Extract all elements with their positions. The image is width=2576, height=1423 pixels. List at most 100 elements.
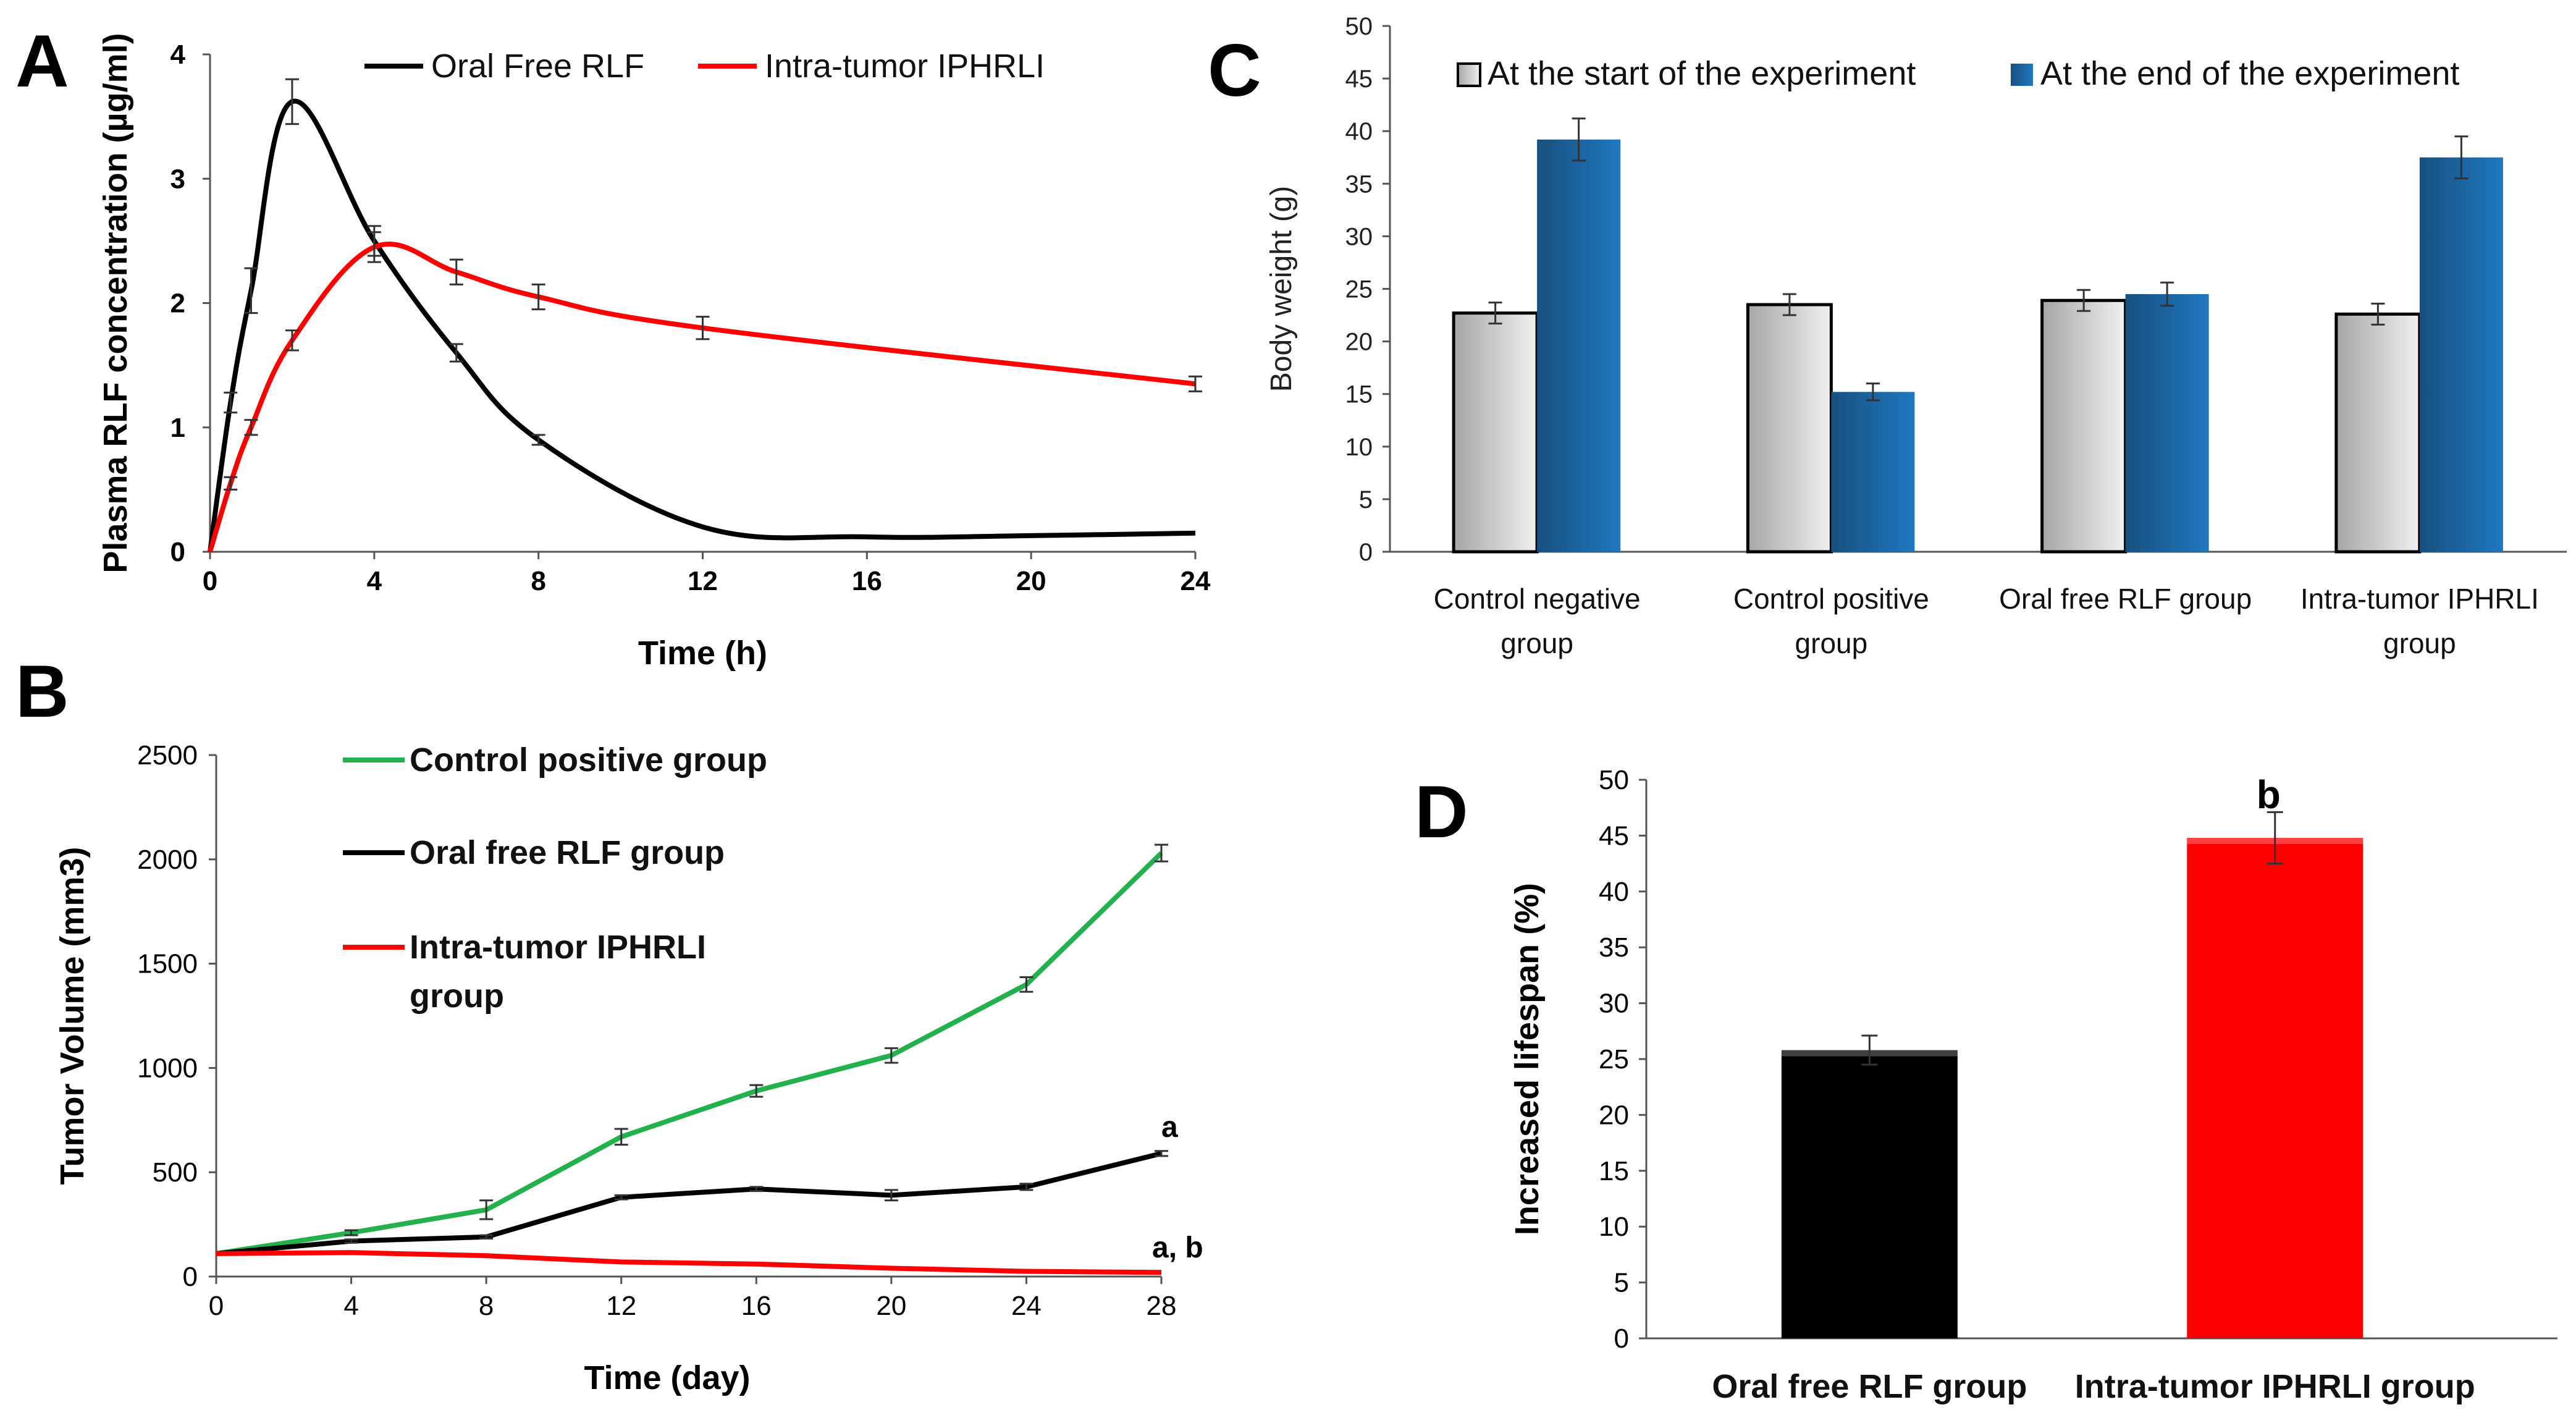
- panel-c-legend-swatch: [2011, 64, 2033, 86]
- panel-a-label: A: [15, 20, 69, 103]
- panel-c-bar: [2334, 312, 2422, 554]
- panel-d-bar: [1781, 1050, 1958, 1338]
- panel-b-legend-label: Intra-tumor IPHRLI: [410, 929, 706, 966]
- panel-c-bar: [2040, 298, 2128, 554]
- panel-c-category-label: Intra-tumor IPHRLI: [2300, 583, 2539, 615]
- panel-c-bar: [1831, 392, 1915, 552]
- panel-b-x-tick-label: 8: [479, 1291, 494, 1321]
- panel-c-y-tick-label: 0: [1359, 539, 1373, 566]
- panel-b-legend-label-line2: group: [410, 978, 504, 1015]
- panel-b-x-tick-label: 20: [876, 1291, 906, 1321]
- panel-c-y-tick-label: 20: [1345, 329, 1373, 356]
- panel-b-series-line: [216, 851, 1163, 1256]
- panel-c-y-tick-label: 50: [1345, 13, 1373, 40]
- panel-b-series: [216, 1250, 1162, 1275]
- panel-c-y-tick-label: 15: [1345, 381, 1373, 408]
- panel-d-y-tick-label: 25: [1599, 1044, 1629, 1075]
- panel-d-y-tick-label: 15: [1599, 1156, 1629, 1186]
- panel-b-y-tick-label: 1500: [137, 949, 198, 979]
- panel-b-x-axis-title: Time (day): [584, 1359, 750, 1396]
- panel-a-legend-label: Intra-tumor IPHRLI: [765, 48, 1045, 85]
- panel-d-y-tick-label: 30: [1599, 989, 1629, 1019]
- panel-b-x-tick-label: 12: [606, 1291, 636, 1321]
- panel-c-y-tick-label: 25: [1345, 276, 1373, 303]
- panel-b: B 0 500 1000 1500 2000 2500 0 4 8 12 16 20 24 28 Time (…: [15, 650, 1203, 1396]
- panel-b-annotation-ab: a, b: [1152, 1231, 1203, 1264]
- panel-c-category-label: group: [1795, 627, 1868, 659]
- panel-b-x-tick-label: 4: [343, 1291, 358, 1321]
- panel-a-x-tick-label: 8: [531, 566, 545, 596]
- panel-a-y-tick-label: 0: [170, 537, 185, 567]
- panel-b-x-tick-label: 24: [1011, 1291, 1042, 1321]
- panel-a-x-tick-label: 4: [367, 566, 382, 596]
- panel-c-legend-label: At the start of the experiment: [1488, 55, 1916, 92]
- panel-d-label: D: [1415, 771, 1468, 853]
- panel-a-y-tick-label: 1: [170, 413, 185, 443]
- panel-d-y-tick-label: 45: [1599, 821, 1629, 851]
- panel-c-category-label: Oral free RLF group: [1999, 583, 2252, 615]
- panel-a-x-tick-label: 0: [203, 566, 217, 596]
- panel-a-x-tick-label: 24: [1181, 566, 1211, 596]
- panel-d: D 0 5 10 15 20 25 30 35 40 45 50 Increased lifespan …: [1415, 765, 2557, 1405]
- panel-a-legend-label: Oral Free RLF: [431, 48, 644, 85]
- panel-d-category-label: Intra-tumor IPHRLI group: [2075, 1368, 2475, 1405]
- panel-c-category-label: Control negative: [1434, 583, 1641, 615]
- panel-c-legend-label: At the end of the experiment: [2040, 55, 2459, 92]
- panel-b-x-tick-label: 16: [741, 1291, 772, 1321]
- panel-c-bar: [1452, 311, 1539, 554]
- panel-d-y-tick-label: 35: [1599, 932, 1629, 963]
- panel-b-series-line: [216, 1250, 1162, 1275]
- panel-b-y-tick-label: 2000: [137, 845, 198, 875]
- panel-d-category-label: Oral free RLF group: [1712, 1368, 2027, 1405]
- panel-c-y-tick-label: 40: [1345, 118, 1373, 145]
- panel-b-legend-label: Control positive group: [410, 741, 767, 779]
- panel-a-y-axis-title: Plasma RLF concentration (µg/ml): [97, 33, 134, 573]
- panel-b-x-tick-label: 0: [209, 1291, 224, 1321]
- panel-b-series: [216, 843, 1168, 1256]
- panel-c-y-tick-label: 10: [1345, 434, 1373, 461]
- panel-c-category-label: group: [2383, 627, 2456, 659]
- panel-b-legend-label: Oral free RLF group: [410, 834, 725, 871]
- panel-b-y-tick-label: 1000: [137, 1053, 198, 1083]
- panel-b-x-tick-label: 28: [1147, 1291, 1177, 1321]
- panel-b-series: [216, 1150, 1168, 1256]
- panel-a-y-tick-label: 4: [170, 40, 186, 70]
- panel-d-y-tick-label: 20: [1599, 1100, 1629, 1130]
- panel-d-bar: [2187, 838, 2363, 1338]
- panel-a-series-line: [208, 242, 1196, 553]
- panel-d-y-axis-title: Increased lifespan (%): [1509, 883, 1546, 1235]
- panel-c-bar: [2419, 157, 2503, 552]
- panel-b-label: B: [15, 650, 69, 733]
- panel-d-y-tick-label: 50: [1599, 765, 1629, 795]
- panel-c-bar: [1746, 303, 1833, 554]
- panel-a-x-axis-title: Time (h): [638, 635, 767, 672]
- panel-b-annotation-a: a: [1161, 1111, 1178, 1144]
- panel-c-category-label: group: [1501, 627, 1573, 659]
- panel-c-y-tick-label: 35: [1345, 171, 1373, 198]
- panel-c-label: C: [1208, 29, 1261, 112]
- panel-d-y-tick-label: 40: [1599, 877, 1629, 907]
- panel-d-y-tick-label: 0: [1614, 1324, 1629, 1354]
- panel-c-bar: [1537, 139, 1621, 552]
- panel-c-y-axis-title: Body weight (g): [1265, 186, 1298, 392]
- panel-a-x-tick-label: 20: [1016, 566, 1046, 596]
- panel-d-annotation-b: b: [2257, 772, 2281, 817]
- panel-c-legend-swatch: [1457, 62, 1481, 87]
- panel-b-series-line: [216, 1151, 1162, 1256]
- panel-a-series: [208, 231, 1202, 553]
- panel-c-bar: [2125, 294, 2209, 552]
- panel-b-y-tick-label: 2500: [137, 740, 198, 771]
- panel-a-x-tick-label: 12: [688, 566, 718, 596]
- panel-b-y-tick-label: 0: [183, 1262, 198, 1292]
- panel-a-y-tick-label: 3: [170, 164, 185, 194]
- panel-c-y-tick-label: 30: [1345, 223, 1373, 250]
- panel-b-y-axis-title: Tumor Volume (mm3): [54, 847, 91, 1184]
- panel-b-y-tick-label: 500: [153, 1157, 198, 1188]
- panel-c-category-label: Control positive: [1733, 583, 1929, 615]
- panel-d-y-tick-label: 10: [1599, 1212, 1629, 1242]
- panel-a-y-tick-label: 2: [170, 289, 185, 319]
- panel-c-y-tick-label: 45: [1345, 65, 1373, 93]
- panel-c: C 0 5 10 15 20 25 30 35 40 45 50 Body weight (g) At t…: [1208, 13, 2567, 659]
